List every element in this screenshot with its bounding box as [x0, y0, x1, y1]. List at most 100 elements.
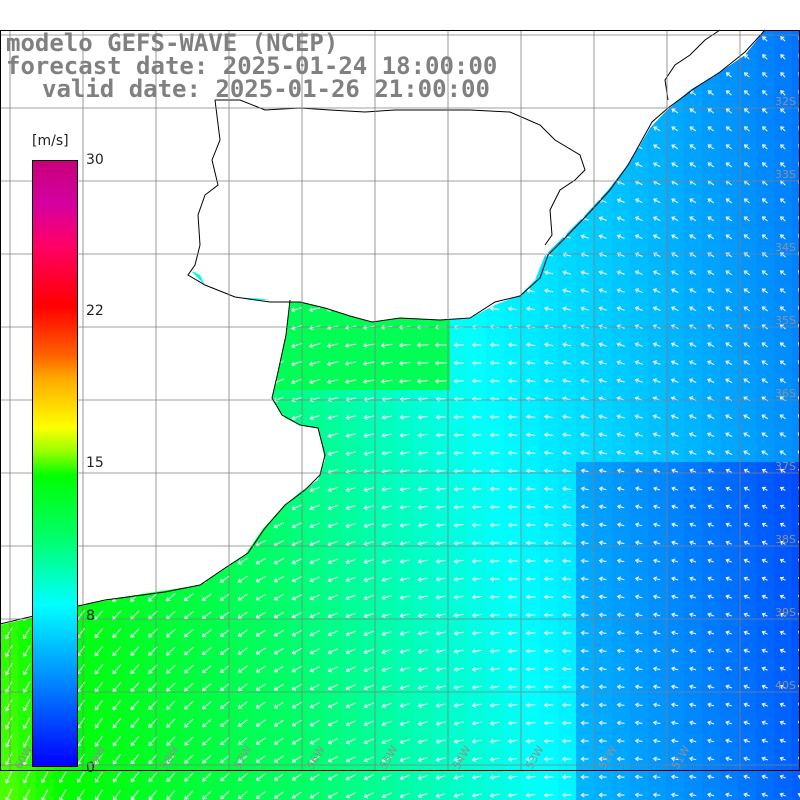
wind-arrow — [256, 593, 266, 601]
wind-cell — [360, 786, 379, 800]
wind-arrow-head — [780, 90, 785, 95]
wind-arrow — [744, 126, 750, 132]
wind-cell — [450, 714, 469, 733]
wind-arrow-head — [688, 396, 694, 401]
wind-cell — [504, 714, 523, 733]
wind-arrow — [508, 416, 518, 418]
wind-arrow-head — [671, 612, 676, 618]
wind-arrow-head — [398, 342, 403, 348]
wind-arrow — [725, 450, 733, 456]
wind-cell — [648, 786, 667, 800]
wind-arrow — [617, 451, 625, 455]
wind-arrow — [780, 108, 786, 114]
wind-arrow-head — [762, 72, 767, 77]
wind-arrow — [418, 595, 428, 599]
wind-cell — [792, 462, 800, 481]
wind-arrow — [725, 180, 733, 186]
wind-arrow — [382, 613, 392, 617]
wind-arrow — [274, 558, 284, 564]
wind-arrow — [635, 487, 643, 491]
wind-arrow — [726, 505, 732, 509]
wind-arrow-head — [580, 360, 585, 366]
wind-cell — [162, 714, 181, 733]
wind-cell — [324, 642, 343, 661]
wind-cell — [792, 210, 800, 229]
wind-arrow — [671, 487, 679, 491]
wind-arrow-head — [471, 504, 476, 510]
wind-arrow-head — [291, 559, 296, 565]
wind-arrow-head — [743, 594, 748, 600]
wind-arrow-head — [689, 486, 694, 492]
wind-arrow-head — [725, 306, 730, 311]
wind-cell — [270, 606, 289, 625]
wind-arrow-head — [453, 594, 458, 600]
wind-cell — [576, 786, 595, 800]
wind-cell — [468, 606, 487, 625]
wind-arrow — [653, 343, 661, 347]
wind-arrow — [220, 611, 230, 619]
wind-cell — [342, 732, 361, 751]
wind-arrow — [581, 289, 589, 293]
wind-cell — [414, 714, 433, 733]
wind-arrow — [635, 451, 643, 455]
wind-arrow — [544, 542, 554, 544]
wind-arrow-head — [743, 198, 748, 203]
wind-arrow-head — [707, 216, 712, 221]
wind-arrow-head — [634, 216, 640, 221]
wind-arrow — [562, 433, 572, 437]
wind-arrow — [743, 414, 751, 420]
wind-cell — [396, 534, 415, 553]
wind-cell — [288, 318, 307, 337]
wind-cell — [396, 516, 415, 535]
wind-cell — [144, 732, 163, 751]
wind-cell — [450, 408, 469, 427]
wind-cell — [414, 426, 433, 445]
wind-arrow — [653, 577, 661, 581]
wind-cell — [342, 516, 361, 535]
wind-arrow — [689, 487, 697, 491]
wind-cell — [90, 696, 109, 715]
wind-arrow — [345, 379, 357, 383]
wind-arrow-head — [706, 450, 712, 455]
wind-arrow — [725, 378, 733, 384]
wind-cell — [270, 660, 289, 679]
wind-arrow-head — [562, 360, 567, 366]
wind-arrow-head — [598, 450, 603, 456]
wind-arrow — [635, 271, 643, 275]
wind-arrow-head — [417, 504, 422, 510]
wind-arrow-head — [616, 198, 622, 203]
wind-cell — [450, 390, 469, 409]
wind-arrow-head — [707, 144, 712, 149]
wind-arrow-head — [671, 504, 676, 510]
wind-arrow — [418, 523, 428, 527]
wind-arrow — [202, 629, 212, 637]
wind-cell — [378, 768, 397, 787]
wind-cell — [540, 696, 559, 715]
wind-cell — [90, 786, 109, 800]
wind-arrow — [310, 612, 320, 618]
wind-arrow — [400, 541, 410, 545]
wind-arrow — [744, 162, 750, 168]
wind-cell — [36, 768, 55, 787]
wind-arrow-head — [689, 234, 694, 239]
wind-cell — [792, 264, 800, 283]
wind-cell — [522, 588, 541, 607]
wind-arrow — [689, 234, 697, 240]
wind-arrow — [762, 306, 768, 312]
wind-cell — [216, 696, 235, 715]
wind-arrow-head — [761, 594, 766, 600]
wind-arrow-head — [580, 594, 585, 600]
wind-arrow-head — [525, 504, 530, 510]
wind-arrow-head — [543, 540, 548, 546]
wind-cell — [378, 624, 397, 643]
wind-cell — [342, 498, 361, 517]
wind-arrow-head — [652, 414, 657, 419]
wind-arrow-head — [453, 558, 458, 564]
wind-arrow-head — [363, 505, 368, 511]
wind-cell — [306, 786, 325, 800]
wind-arrow-head — [345, 523, 350, 529]
wind-arrow — [562, 578, 572, 580]
wind-cell — [504, 552, 523, 571]
wind-cell — [504, 642, 523, 661]
wind-cell — [540, 660, 559, 679]
